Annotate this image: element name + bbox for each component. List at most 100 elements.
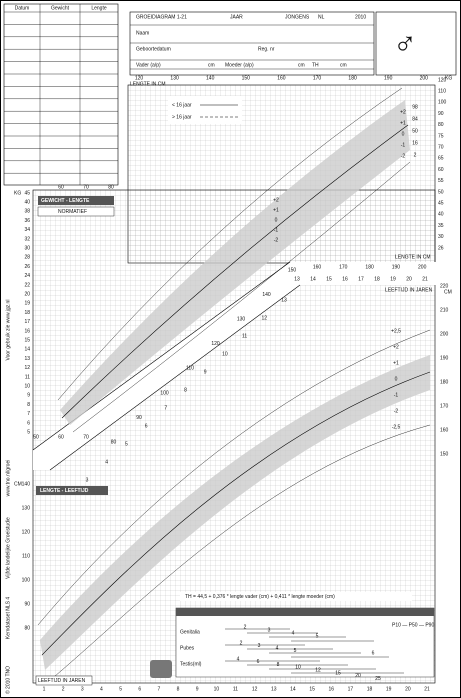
diagonal-tick-label: 7 bbox=[164, 405, 167, 411]
y-tick-label: 40 bbox=[438, 212, 444, 218]
legend bbox=[168, 96, 242, 124]
sd-label: +2 bbox=[393, 344, 399, 350]
y-tick-label: 50 bbox=[438, 189, 444, 195]
y-tick-label: 45 bbox=[24, 190, 30, 196]
axis-label: LEEFTIJD IN JAREN bbox=[38, 678, 86, 684]
age-label-box bbox=[35, 675, 93, 686]
y-tick-label: 7 bbox=[27, 411, 30, 417]
diagonal-tick-label: 5 bbox=[125, 441, 128, 447]
axis-label: LEEFTIJD IN JAREN bbox=[385, 287, 433, 293]
x-tick-label: 170 bbox=[339, 264, 348, 270]
y-tick-label: 38 bbox=[24, 209, 30, 215]
reg-label: Reg. nr bbox=[258, 46, 275, 52]
sd-label: 0 bbox=[275, 217, 278, 223]
y-tick-label: 32 bbox=[24, 236, 30, 242]
stage-label: 10 bbox=[295, 665, 301, 671]
y-tick-label: 90 bbox=[24, 601, 30, 607]
y-tick-label: 30 bbox=[24, 246, 30, 252]
y-tick-label: 65 bbox=[438, 156, 444, 162]
y-tick-label: 17 bbox=[24, 319, 30, 325]
y-tick-label: 60 bbox=[438, 167, 444, 173]
y-tick-label: 40 bbox=[24, 200, 30, 206]
x-tick-label: 20 bbox=[405, 686, 411, 692]
diagonal-tick-label: 120 bbox=[211, 341, 220, 347]
sd-label: 0 bbox=[402, 131, 405, 137]
y-tick-label: 100 bbox=[438, 100, 447, 106]
x-tick-label: 9 bbox=[196, 686, 199, 692]
x-tick-label: 14 bbox=[310, 276, 316, 282]
x-tick-label: 80 bbox=[108, 184, 114, 190]
unit: cm bbox=[298, 62, 305, 68]
y-tick-label: 5 bbox=[27, 430, 30, 436]
y-tick-label: 8 bbox=[27, 402, 30, 408]
year-label: JAAR bbox=[230, 14, 243, 20]
x-tick-label: 60 bbox=[58, 434, 64, 440]
lfa-band bbox=[40, 355, 430, 670]
puberty-label: Testis(ml) bbox=[180, 661, 202, 667]
x-tick-label: 180 bbox=[365, 264, 374, 270]
diagonal-tick-label: 9 bbox=[204, 369, 207, 375]
x-tick-label: 19 bbox=[390, 276, 396, 282]
header-box bbox=[129, 11, 375, 76]
y-tick-label: 22 bbox=[24, 282, 30, 288]
percentile-label: 84 bbox=[412, 116, 418, 122]
y-tick-label: 35 bbox=[438, 223, 444, 229]
percentile-legend: P10 — P50 — P90 bbox=[392, 622, 434, 628]
name-label: Naam bbox=[136, 30, 149, 36]
sd-label: +1 bbox=[393, 360, 399, 366]
x-tick-label: 13 bbox=[271, 686, 277, 692]
x-tick-label: 70 bbox=[83, 434, 89, 440]
x-tick-label: 18 bbox=[374, 276, 380, 282]
axis-label: LENGTE IN CM bbox=[395, 254, 431, 260]
y-tick-label: 160 bbox=[440, 427, 449, 433]
sd-label: -1 bbox=[401, 142, 406, 148]
stage-label: 5 bbox=[294, 648, 297, 654]
table-header: Gewicht bbox=[51, 5, 70, 11]
diagonal-tick-label: 90 bbox=[136, 415, 142, 421]
y-tick-label: 70 bbox=[438, 145, 444, 151]
ruler-band bbox=[33, 262, 436, 470]
unit: CM bbox=[444, 289, 452, 295]
sd-label: +2 bbox=[400, 109, 406, 115]
legend-label: > 16 jaar bbox=[172, 114, 192, 120]
lfa-curve bbox=[37, 329, 431, 626]
y-tick-label: 10 bbox=[24, 384, 30, 390]
section-tab bbox=[36, 486, 108, 495]
x-tick-label: 3 bbox=[81, 686, 84, 692]
percentile-label: 2 bbox=[414, 152, 417, 158]
table-header: Datum bbox=[15, 5, 30, 11]
y-tick-label: 180 bbox=[440, 379, 449, 385]
x-tick-label: 12 bbox=[252, 686, 258, 692]
x-tick-label: 7 bbox=[158, 686, 161, 692]
unit: KG bbox=[14, 190, 21, 196]
puberty-box bbox=[175, 607, 435, 678]
unit: KG bbox=[445, 75, 452, 81]
x-tick-label: 5 bbox=[119, 686, 122, 692]
x-tick-label: 1 bbox=[43, 686, 46, 692]
stage-label: 20 bbox=[355, 673, 361, 679]
stage-label: 15 bbox=[335, 670, 341, 676]
sd-label: -1 bbox=[274, 227, 279, 233]
wfl-curve bbox=[72, 161, 411, 433]
diagonal-tick-label: 140 bbox=[262, 292, 271, 298]
x-tick-label: 70 bbox=[83, 184, 89, 190]
wfl-band bbox=[60, 100, 410, 425]
stage-label: 4 bbox=[237, 656, 240, 662]
x-tick-label: 160 bbox=[277, 75, 286, 81]
country: NL bbox=[318, 14, 325, 20]
side-text: www.tno.nl/groei bbox=[5, 460, 11, 497]
percentile-label: 50 bbox=[412, 128, 418, 134]
x-tick-label: 13 bbox=[294, 276, 300, 282]
x-tick-label: 8 bbox=[177, 686, 180, 692]
wfl-curve bbox=[57, 87, 403, 401]
sd-label: -1 bbox=[394, 392, 399, 398]
puberty-bar bbox=[176, 608, 434, 616]
x-tick-label: 60 bbox=[58, 184, 64, 190]
birthdate-label: Geboortedatum bbox=[136, 46, 171, 52]
x-tick-label: 15 bbox=[326, 276, 332, 282]
stage-label: 4 bbox=[276, 645, 279, 651]
y-tick-label: 200 bbox=[440, 331, 449, 337]
y-tick-label: 220 bbox=[440, 283, 449, 289]
table-header: Lengte bbox=[91, 5, 107, 11]
